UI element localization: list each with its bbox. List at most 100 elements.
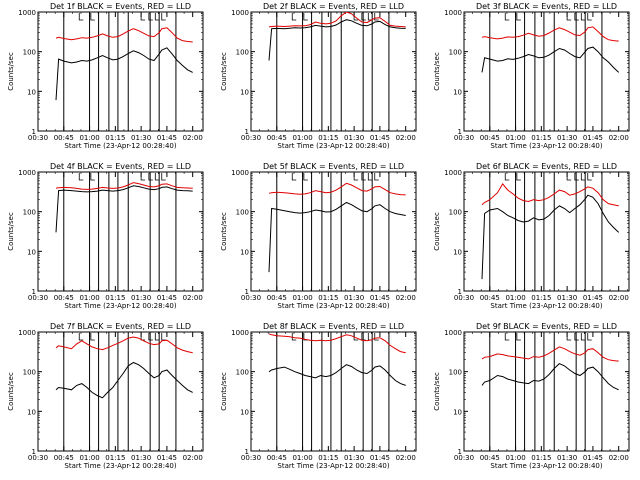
y-tick-label: 10: [453, 248, 462, 256]
chart-title: Det 3f BLACK = Events, RED = LLD: [476, 2, 617, 11]
x-tick-label: 00:45: [267, 294, 287, 302]
lld-line: [55, 27, 193, 43]
x-tick-label: 01:15: [531, 454, 551, 462]
y-axis-label: Counts/sec: [433, 52, 441, 91]
flag-marker: [504, 333, 510, 341]
y-tick-label: 1000: [18, 9, 36, 17]
flag-marker: [90, 333, 95, 341]
flag-marker: [148, 173, 153, 181]
flag-marker: [367, 173, 373, 181]
plot-frame: [250, 11, 417, 132]
x-tick-label: 01:00: [292, 454, 312, 462]
y-tick-label: 10: [27, 248, 36, 256]
events-line: [55, 185, 193, 233]
flag-marker: [291, 173, 297, 181]
y-tick-label: 1000: [18, 329, 36, 337]
plot-frame: [37, 331, 204, 452]
y-tick-label: 1: [245, 128, 249, 136]
y-tick-label: 1: [245, 448, 249, 456]
x-axis-label: Start Time (23-Apr-12 00:28:40): [277, 142, 389, 150]
chart-title: Det 9f BLACK = Events, RED = LLD: [476, 322, 617, 331]
y-tick-label: 100: [236, 369, 249, 377]
flag-marker: [78, 333, 84, 341]
x-tick-label: 01:15: [105, 454, 125, 462]
x-tick-label: 01:00: [292, 294, 312, 302]
x-tick-label: 01:30: [557, 134, 577, 142]
y-tick-label: 10: [240, 248, 249, 256]
x-tick-label: 01:30: [344, 134, 364, 142]
x-axis-label: Start Time (23-Apr-12 00:28:40): [64, 142, 176, 150]
plot-frame: [463, 331, 630, 452]
chart-panel-7: Det 7f BLACK = Events, RED = LLD 1 10 100 10…: [7, 322, 204, 470]
chart-title: Det 6f BLACK = Events, RED = LLD: [476, 162, 617, 171]
flag-marker: [353, 173, 359, 181]
x-tick-label: 00:45: [267, 134, 287, 142]
chart-panel-2: Det 2f BLACK = Events, RED = LLD 1 10 100 10…: [220, 2, 417, 150]
y-tick-label: 1: [245, 288, 249, 296]
flag-marker: [78, 13, 84, 21]
y-tick-label: 10: [453, 88, 462, 96]
chart-panel-6: Det 6f BLACK = Events, RED = LLD 1 10 100 10…: [433, 162, 630, 310]
x-tick-label: 00:30: [28, 134, 48, 142]
x-tick-label: 01:45: [157, 454, 177, 462]
x-tick-label: 00:30: [241, 454, 261, 462]
flag-marker: [566, 13, 572, 21]
flag-marker: [291, 13, 297, 21]
y-axis-label: Counts/sec: [220, 212, 228, 251]
flag-marker: [90, 13, 95, 21]
y-tick-label: 1000: [444, 169, 462, 177]
y-tick-label: 100: [449, 369, 462, 377]
y-tick-label: 100: [236, 49, 249, 57]
y-tick-label: 10: [27, 408, 36, 416]
y-axis-label: Counts/sec: [7, 372, 15, 411]
y-tick-label: 1000: [444, 329, 462, 337]
x-tick-label: 00:30: [454, 134, 474, 142]
x-tick-label: 01:00: [79, 454, 99, 462]
x-axis-label: Start Time (23-Apr-12 00:28:40): [490, 462, 602, 470]
y-axis-label: Counts/sec: [220, 372, 228, 411]
x-tick-label: 01:30: [131, 134, 151, 142]
flag-marker: [140, 13, 146, 21]
chart-panel-9: Det 9f BLACK = Events, RED = LLD 1 10 100 10…: [433, 322, 630, 470]
flag-marker: [154, 173, 160, 181]
x-tick-label: 00:45: [267, 454, 287, 462]
lld-line: [481, 183, 619, 207]
chart-panel-4: Det 4f BLACK = Events, RED = LLD 1 10 100 10…: [7, 162, 204, 310]
x-axis-label: Start Time (23-Apr-12 00:28:40): [490, 142, 602, 150]
y-tick-label: 100: [23, 209, 36, 217]
x-tick-label: 01:30: [344, 294, 364, 302]
y-tick-label: 10: [453, 408, 462, 416]
x-tick-label: 01:15: [531, 134, 551, 142]
x-tick-label: 02:00: [396, 294, 416, 302]
x-tick-label: 00:45: [54, 294, 74, 302]
flag-marker: [374, 13, 379, 21]
flag-marker: [161, 173, 166, 181]
x-tick-label: 01:00: [79, 294, 99, 302]
x-tick-label: 00:30: [28, 294, 48, 302]
events-line: [268, 201, 406, 273]
flag-marker: [361, 333, 366, 341]
flag-marker: [361, 13, 366, 21]
x-tick-label: 01:00: [292, 134, 312, 142]
y-tick-label: 100: [449, 49, 462, 57]
x-tick-label: 02:00: [183, 454, 203, 462]
x-tick-label: 01:45: [157, 134, 177, 142]
y-tick-label: 10: [27, 88, 36, 96]
lld-line: [268, 12, 406, 28]
chart-panel-1: Det 1f BLACK = Events, RED = LLD 1 10 100 10…: [7, 2, 204, 150]
events-line: [481, 46, 620, 73]
flag-marker: [148, 13, 153, 21]
flag-marker: [140, 333, 146, 341]
flag-marker: [374, 333, 379, 341]
x-tick-label: 01:00: [79, 134, 99, 142]
flag-marker: [78, 173, 84, 181]
events-line: [481, 194, 620, 280]
x-axis-label: Start Time (23-Apr-12 00:28:40): [277, 462, 389, 470]
x-tick-label: 01:45: [583, 454, 603, 462]
x-tick-label: 00:45: [54, 454, 74, 462]
chart-title: Det 1f BLACK = Events, RED = LLD: [50, 2, 191, 11]
flag-marker: [161, 333, 166, 341]
plot-frame: [463, 171, 630, 292]
y-tick-label: 1000: [18, 169, 36, 177]
